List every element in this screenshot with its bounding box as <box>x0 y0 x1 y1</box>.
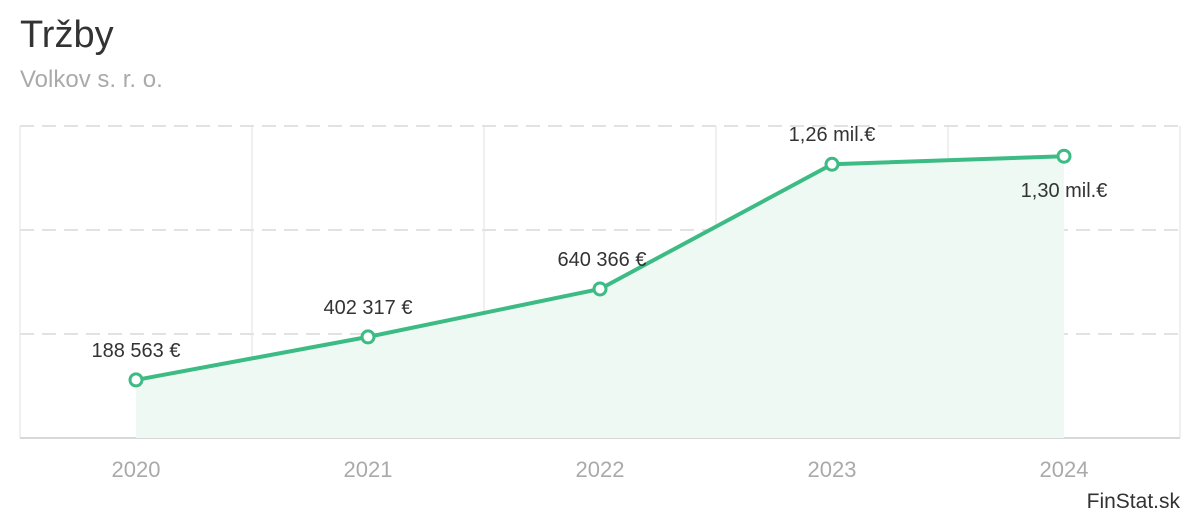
data-point-2023[interactable] <box>824 156 840 172</box>
x-tick-label: 2023 <box>808 457 857 482</box>
x-tick-label: 2024 <box>1040 457 1089 482</box>
data-label-2024: 1,30 mil.€ <box>1021 180 1108 202</box>
area-layer <box>136 156 1064 438</box>
data-point-2021[interactable] <box>360 329 376 345</box>
data-label-2020: 188 563 € <box>92 340 181 362</box>
x-tick-label: 2020 <box>112 457 161 482</box>
chart-title: Tržby <box>20 14 114 56</box>
point-layer <box>128 148 1072 388</box>
data-point-2020[interactable] <box>128 372 144 388</box>
data-label-2021: 402 317 € <box>324 297 413 319</box>
x-tick-label: 2022 <box>576 457 625 482</box>
x-tick-label: 2021 <box>344 457 393 482</box>
data-point-2024[interactable] <box>1056 148 1072 164</box>
data-point-2022[interactable] <box>592 281 608 297</box>
data-label-2023: 1,26 mil.€ <box>789 124 876 146</box>
data-label-2022: 640 366 € <box>558 249 647 271</box>
x-axis-ticks: 2020 2021 2022 2023 2024 <box>112 457 1089 482</box>
chart-subtitle: Volkov s. r. o. <box>20 66 163 93</box>
credit-link[interactable]: FinStat.sk <box>1086 490 1180 513</box>
series-area <box>136 156 1064 438</box>
label-layer: 188 563 € 402 317 € 640 366 € 1,26 mil.€ 1,3… <box>92 124 1108 362</box>
